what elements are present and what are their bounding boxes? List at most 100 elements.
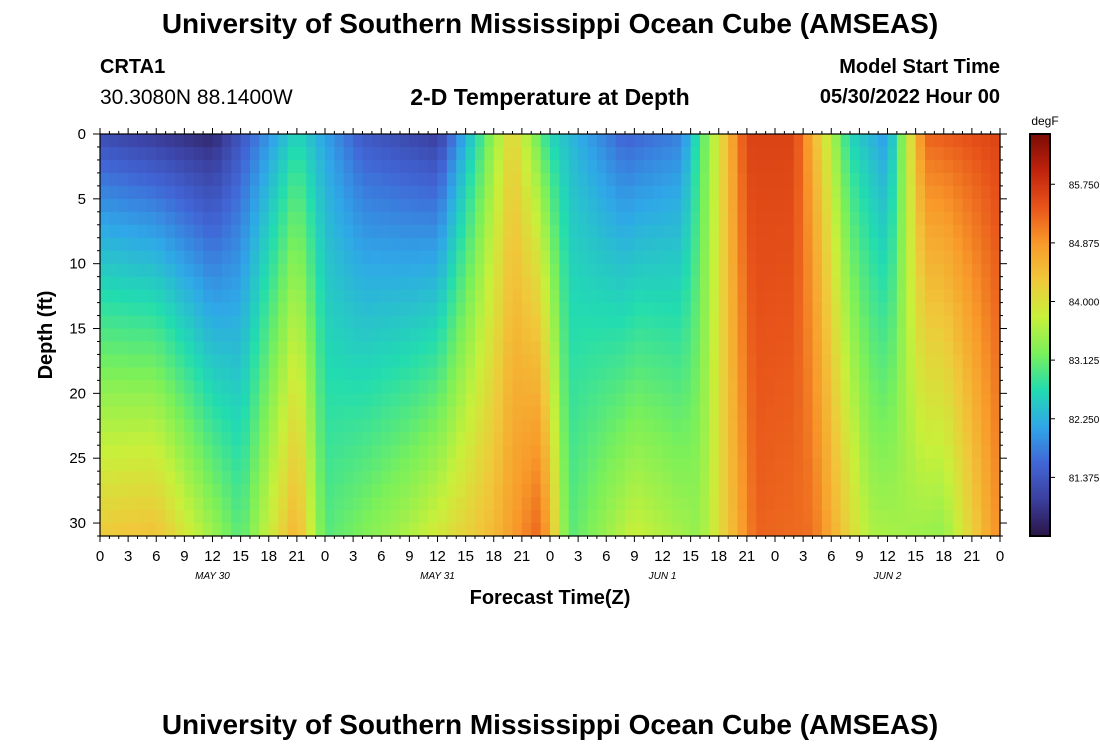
heatmap-cell [990,393,1001,407]
heatmap-cell [634,419,645,433]
heatmap-cell [409,393,420,407]
heatmap-cell [390,497,401,511]
heatmap-cell [559,523,570,537]
heatmap-cell [259,432,270,446]
heatmap-cell [831,341,842,356]
heatmap-cell [803,510,814,524]
heatmap-cell [718,328,729,343]
heatmap-cell [868,198,879,213]
heatmap-cell [250,172,260,187]
heatmap-cell [859,198,870,213]
heatmap-cell [887,159,898,174]
heatmap-cell [240,315,251,330]
heatmap-cell [446,458,457,472]
heatmap-cell [259,289,270,304]
heatmap-cell [887,354,898,369]
heatmap-cell [146,250,157,265]
heatmap-cell [400,471,410,485]
heatmap-cell [887,328,898,343]
heatmap-cell [334,432,345,446]
heatmap-cell [250,289,260,304]
heatmap-cell [718,419,729,433]
heatmap-cell [306,276,317,291]
heatmap-cell [578,497,589,511]
heatmap-cell [803,237,814,252]
heatmap-cell [156,341,167,356]
heatmap-cell [287,211,298,226]
heatmap-cell [737,289,748,304]
heatmap-cell [437,289,448,304]
heatmap-cell [850,406,860,420]
heatmap-cell [737,458,748,472]
heatmap-cell [268,354,279,369]
heatmap-cell [906,263,917,278]
heatmap-cell [793,354,804,369]
heatmap-cell [203,185,214,200]
heatmap-cell [943,380,954,394]
heatmap-cell [831,159,842,174]
heatmap-cell [409,276,420,291]
heatmap-cell [596,367,607,381]
heatmap-cell [737,510,748,524]
heatmap-cell [343,276,354,291]
heatmap-cell [953,432,964,446]
heatmap-cell [737,432,748,446]
heatmap-cell [671,406,682,420]
heatmap-cell [259,445,270,459]
heatmap-cell [521,198,532,213]
heatmap-cell [484,341,495,356]
heatmap-cell [296,263,307,278]
heatmap-cell [137,224,148,239]
heatmap-cell [240,302,251,317]
heatmap-cell [531,302,542,317]
heatmap-cell [587,497,598,511]
heatmap-cell [568,484,579,498]
heatmap-cell [868,523,879,537]
heatmap-cell [437,328,448,343]
heatmap-cell [250,484,260,498]
heatmap-cell [643,302,654,317]
heatmap-cell [409,211,420,226]
heatmap-cell [428,302,439,317]
heatmap-cell [859,211,870,226]
heatmap-cell [118,458,129,472]
heatmap-cell [175,458,185,472]
heatmap-cell [878,185,889,200]
heatmap-cell [596,354,607,369]
heatmap-cell [615,367,626,381]
heatmap-cell [128,393,139,407]
heatmap-cell [821,354,832,369]
heatmap-cell [156,134,167,148]
heatmap-cell [878,198,889,213]
heatmap-cell [456,484,467,498]
heatmap-cell [756,146,767,161]
heatmap-cell [634,172,645,187]
heatmap-cell [906,276,917,291]
heatmap-cell [643,380,654,394]
heatmap-cell [803,445,814,459]
heatmap-cell [109,146,120,161]
heatmap-cell [334,224,345,239]
heatmap-cell [681,354,692,369]
heatmap-cell [484,393,495,407]
heatmap-cell [146,315,157,330]
heatmap-cell [118,237,129,252]
heatmap-cell [475,185,485,200]
heatmap-cell [175,289,185,304]
heatmap-cell [193,367,204,381]
heatmap-cell [831,523,842,537]
heatmap-cell [118,224,129,239]
heatmap-cell [578,237,589,252]
heatmap-cell [718,198,729,213]
heatmap-cell [296,406,307,420]
heatmap-cell [718,471,729,485]
heatmap-cell [643,523,654,537]
heatmap-cell [296,302,307,317]
heatmap-cell [925,198,935,213]
heatmap-cell [137,185,148,200]
heatmap-cell [165,484,176,498]
heatmap-cell [868,510,879,524]
heatmap-cell [943,159,954,174]
heatmap-cell [240,445,251,459]
heatmap-cell [578,211,589,226]
